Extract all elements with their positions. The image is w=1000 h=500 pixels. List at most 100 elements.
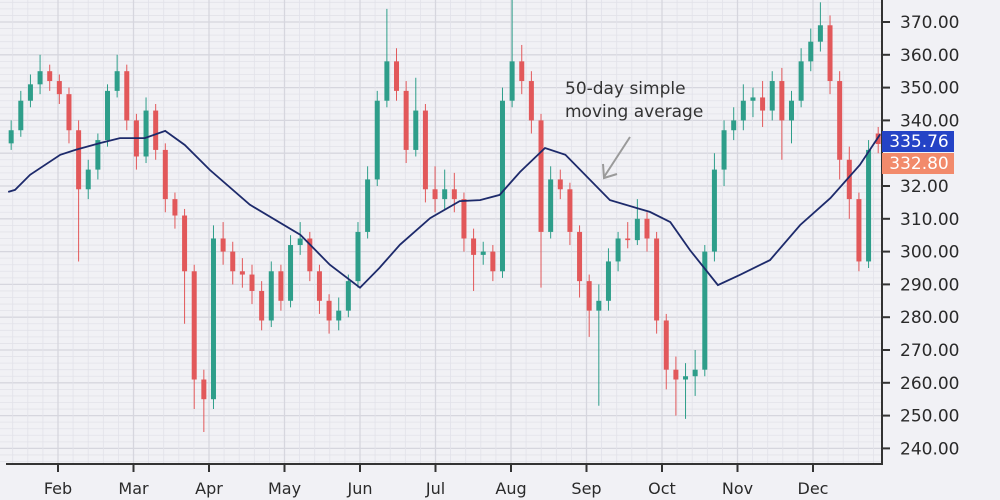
candle-body: [239, 271, 245, 275]
candle-up: [817, 2, 823, 52]
x-tick-label: Mar: [118, 479, 149, 498]
candle-down: [846, 146, 852, 219]
candle-body: [625, 238, 631, 241]
candle-body: [596, 300, 602, 311]
candle-body: [288, 245, 294, 301]
ma-value-label-bg: [882, 131, 954, 152]
candle-up: [615, 231, 621, 272]
candle-up: [702, 245, 708, 377]
candle-body: [297, 238, 303, 246]
candle-body: [66, 94, 72, 131]
candle-body: [268, 271, 274, 321]
candle-body: [316, 271, 322, 301]
candle-body: [210, 238, 216, 400]
candle-up: [18, 90, 24, 137]
candle-down: [316, 264, 322, 314]
candle-body: [191, 271, 197, 380]
candle-up: [750, 87, 756, 118]
candle-body: [779, 81, 785, 121]
candle-body: [827, 25, 833, 82]
y-tick-label: 340.00: [900, 111, 959, 131]
candle-body: [326, 300, 332, 321]
candle-body: [8, 130, 14, 144]
candle-body: [461, 199, 467, 239]
candle-down: [519, 44, 525, 95]
y-tick-label: 350.00: [900, 79, 959, 99]
candle-body: [866, 149, 872, 262]
candle-body: [798, 61, 804, 101]
candle-up: [731, 107, 737, 141]
candle-body: [788, 100, 794, 121]
y-axis-panel: [882, 0, 1000, 500]
x-tick-label: Feb: [44, 479, 72, 498]
candle-up: [605, 248, 611, 311]
candle-body: [740, 100, 746, 121]
candle-body: [702, 251, 708, 370]
candle-body: [394, 61, 400, 91]
ma-annotation-line1: 50-day simple: [565, 79, 686, 99]
candle-body: [451, 189, 457, 200]
candle-down: [461, 192, 467, 252]
candle-up: [548, 166, 554, 239]
x-tick-label: Apr: [195, 479, 223, 498]
candle-body: [307, 238, 313, 272]
candle-down: [133, 113, 139, 170]
candle-down: [567, 182, 573, 246]
candle-up: [769, 71, 775, 121]
candle-down: [827, 15, 833, 95]
candle-body: [76, 130, 82, 190]
candle-up: [788, 90, 794, 144]
y-tick-label: 280.00: [900, 308, 959, 328]
price-value-label-text: 332.80: [889, 154, 948, 174]
candle-body: [692, 369, 698, 377]
candle-up: [808, 28, 814, 72]
candle-body: [750, 97, 756, 101]
candle-up: [336, 297, 342, 331]
candle-body: [499, 100, 505, 272]
candle-down: [278, 264, 284, 311]
candle-down: [528, 71, 534, 134]
x-tick-label: Jun: [347, 479, 373, 498]
candle-down: [66, 87, 72, 144]
candle-up: [27, 74, 33, 108]
candle-up: [297, 222, 303, 255]
candle-body: [605, 261, 611, 301]
candle-body: [528, 81, 534, 121]
candle-down: [153, 104, 159, 160]
candle-up: [798, 48, 804, 108]
candle-body: [345, 281, 351, 311]
candle-down: [538, 113, 544, 288]
candle-down: [259, 281, 265, 331]
y-tick-label: 270.00: [900, 341, 959, 361]
candle-down: [220, 222, 226, 265]
x-tick-label: Oct: [648, 479, 676, 498]
candle-body: [711, 169, 717, 252]
y-tick-label: 360.00: [900, 46, 959, 66]
candle-up: [288, 235, 294, 308]
candle-down: [307, 231, 313, 282]
candle-body: [365, 179, 371, 232]
candle-body: [731, 120, 737, 131]
candle-up: [8, 120, 14, 150]
candle-body: [721, 130, 727, 170]
candle-body: [422, 110, 428, 190]
candle-body: [577, 231, 583, 282]
candle-body: [548, 179, 554, 232]
x-tick-label: Sep: [571, 479, 601, 498]
y-tick-label: 240.00: [900, 439, 959, 459]
x-axis-panel: [0, 464, 1000, 500]
candle-body: [85, 169, 91, 190]
x-tick-label: May: [268, 479, 301, 498]
ma-annotation: 50-day simple moving average: [565, 78, 703, 124]
candle-up: [143, 97, 149, 164]
candle-down: [182, 208, 188, 324]
candle-up: [345, 274, 351, 318]
candle-up: [365, 166, 371, 239]
candle-body: [413, 110, 419, 150]
candle-up: [683, 363, 689, 419]
candle-body: [143, 110, 149, 157]
candle-body: [808, 41, 814, 62]
candle-body: [817, 25, 823, 42]
price-value-label-bg: [882, 153, 954, 174]
